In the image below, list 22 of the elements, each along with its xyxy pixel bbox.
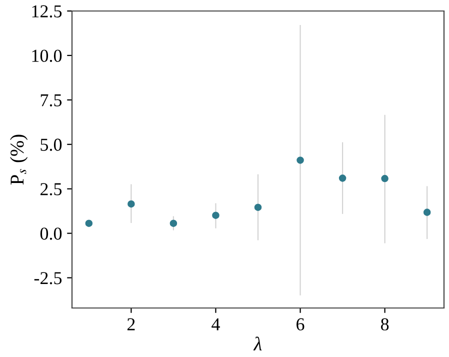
x-tick-label: 6 — [296, 318, 304, 330]
point — [170, 220, 178, 227]
x-axis-title: λ — [253, 336, 262, 350]
point — [423, 208, 431, 216]
point — [85, 220, 93, 227]
point — [212, 212, 220, 219]
y-tick-label: 10.0 — [32, 50, 62, 62]
point — [128, 200, 135, 208]
y-tick-label: -2.5 — [34, 272, 62, 284]
y-tick-label: 2.5 — [40, 183, 62, 196]
y-tick-label: 0.0 — [40, 228, 62, 240]
x-tick-label: 2 — [127, 318, 135, 330]
y-tick-label: 12.5 — [32, 5, 62, 18]
point — [338, 174, 346, 182]
x-tick-label: 8 — [380, 318, 389, 330]
y-axis-title: P$_{s}$ (%) — [10, 134, 28, 185]
y-tick-label: 7.5 — [40, 94, 62, 106]
x-tick-label: 4 — [212, 318, 220, 330]
point — [296, 156, 304, 164]
y-tick-label: 5.0 — [40, 138, 62, 151]
point — [381, 174, 388, 182]
point — [254, 204, 262, 211]
